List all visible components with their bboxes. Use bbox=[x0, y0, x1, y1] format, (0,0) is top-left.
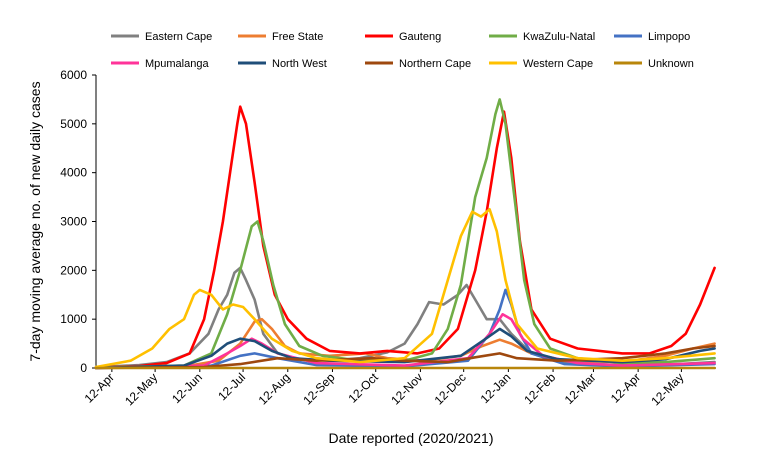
x-tick-label: 12-Feb bbox=[521, 370, 558, 407]
x-tick-label: 12-Mar bbox=[562, 370, 599, 407]
y-tick-label: 6000 bbox=[60, 68, 87, 82]
x-tick-labels: 12-Apr 12-May 12-Jun 12-Jul 12-Aug 12-Sep 12-O… bbox=[82, 368, 687, 408]
legend-label: Mpumalanga bbox=[145, 58, 209, 70]
legend-label: Eastern Cape bbox=[145, 31, 212, 43]
x-tick-label: 12-May bbox=[648, 370, 686, 408]
legend-item-kwazulu-natal: KwaZulu-Natal bbox=[489, 31, 595, 43]
x-tick-label: 12-Sep bbox=[300, 370, 337, 407]
legend-label: Gauteng bbox=[399, 31, 441, 43]
legend-item-north-west: North West bbox=[238, 58, 327, 70]
x-tick-label: 12-Aug bbox=[256, 370, 293, 407]
legend-label: Limpopo bbox=[648, 31, 690, 43]
legend-item-northern-cape: Northern Cape bbox=[365, 58, 471, 70]
legend-item-limpopo: Limpopo bbox=[614, 31, 690, 43]
series-lines bbox=[94, 98, 716, 370]
y-tick-label: 1000 bbox=[60, 312, 87, 326]
x-tick-label: 12-Nov bbox=[388, 370, 425, 407]
legend-label: North West bbox=[272, 58, 327, 70]
y-tick-label: 5000 bbox=[60, 117, 87, 131]
y-tick-label: 0 bbox=[80, 361, 87, 375]
x-axis-title: Date reported (2020/2021) bbox=[329, 430, 494, 446]
y-tick-label: 3000 bbox=[60, 215, 87, 229]
series-line-north-west bbox=[94, 327, 716, 370]
legend-item-western-cape: Western Cape bbox=[489, 58, 593, 70]
legend-item-gauteng: Gauteng bbox=[365, 31, 441, 43]
legend-label: Western Cape bbox=[523, 58, 593, 70]
legend-item-eastern-cape: Eastern Cape bbox=[111, 31, 212, 43]
y-tick-label: 4000 bbox=[60, 166, 87, 180]
legend-item-mpumalanga: Mpumalanga bbox=[111, 58, 209, 70]
legend-label: Unknown bbox=[648, 58, 694, 70]
x-tick-label: 12-Apr bbox=[608, 370, 643, 405]
x-tick-label: 12-Jun bbox=[169, 370, 205, 406]
legend-item-free-state: Free State bbox=[238, 31, 323, 43]
x-tick-label: 12-Jan bbox=[478, 370, 514, 406]
x-tick-label: 12-Oct bbox=[345, 370, 381, 406]
legend-item-unknown: Unknown bbox=[614, 58, 694, 70]
y-axis-title: 7-day moving average no. of new daily ca… bbox=[27, 81, 43, 361]
y-tick-label: 2000 bbox=[60, 263, 87, 277]
series-line-kwazulu-natal bbox=[94, 98, 716, 369]
legend: Eastern Cape Free State Gauteng KwaZulu-Nat… bbox=[111, 31, 694, 70]
legend-label: Free State bbox=[272, 31, 323, 43]
x-tick-label: 12-Dec bbox=[432, 370, 469, 407]
x-tick-label: 12-Apr bbox=[82, 370, 117, 405]
series-line-northern-cape bbox=[94, 344, 716, 370]
axes bbox=[95, 75, 716, 369]
legend-label: KwaZulu-Natal bbox=[523, 31, 595, 43]
x-tick-label: 12-May bbox=[122, 370, 160, 408]
series-line-western-cape bbox=[94, 208, 716, 369]
x-tick-label: 12-Jul bbox=[215, 370, 248, 403]
series-line-gauteng bbox=[94, 105, 716, 369]
y-tick-labels: 0 1000 2000 3000 4000 5000 6000 bbox=[60, 68, 96, 375]
legend-label: Northern Cape bbox=[399, 58, 471, 70]
